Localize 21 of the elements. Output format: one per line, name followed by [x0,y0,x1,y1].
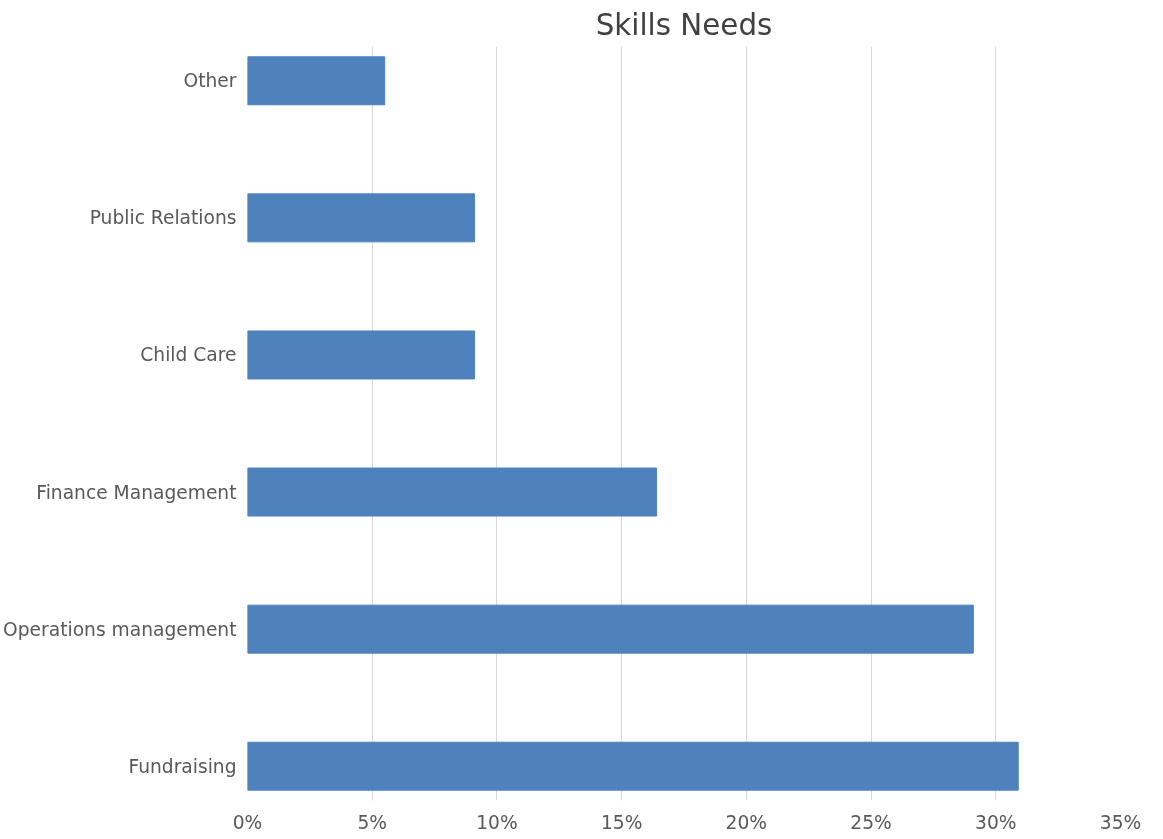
x-tick-label: 5% [357,811,388,833]
chart-title: Skills Needs [595,7,773,42]
y-tick-label: Finance Management [36,481,237,503]
y-tick-label: Other [183,70,237,92]
bar [247,193,475,243]
bar [247,330,475,380]
bar [247,56,386,106]
x-tick-label: 35% [1099,811,1142,833]
x-tick-label: 0% [232,811,263,833]
x-tick-label: 20% [725,811,768,833]
x-tick-label: 10% [476,811,518,833]
x-tick-label: 25% [850,811,892,833]
bar [247,467,658,517]
bar [247,604,974,654]
x-tick-label: 15% [600,811,643,833]
y-tick-label: Operations management [3,618,237,640]
bar [247,741,1019,791]
y-tick-label: Child Care [140,344,237,366]
y-tick-label: Fundraising [128,755,237,777]
y-tick-label: Public Relations [89,207,237,229]
x-tick-label: 30% [975,811,1017,833]
